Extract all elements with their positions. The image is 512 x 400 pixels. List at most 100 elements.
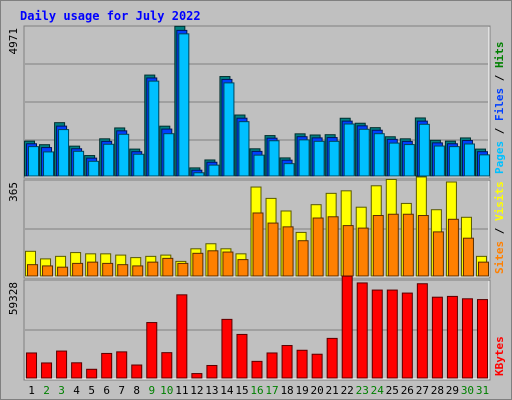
bar-pages-day-12 bbox=[193, 172, 205, 177]
bar-sites-day-14 bbox=[222, 251, 234, 277]
legend-entry: Files bbox=[493, 88, 506, 121]
bar-pages-day-24 bbox=[373, 133, 385, 177]
bar-kbytes-day-1 bbox=[26, 352, 38, 379]
bar-kbytes-day-7 bbox=[116, 351, 128, 379]
bar-pages-day-5 bbox=[88, 160, 100, 177]
bar-kbytes-day-13 bbox=[206, 364, 218, 379]
bar-sites-day-31 bbox=[477, 261, 489, 277]
bar-kbytes-day-25 bbox=[386, 289, 398, 379]
bar-pages-day-30 bbox=[463, 143, 475, 177]
bar-sites-day-6 bbox=[102, 262, 114, 277]
bar-pages-day-17 bbox=[268, 140, 280, 177]
day-label-22: 22 bbox=[341, 384, 354, 397]
bar-sites-day-19 bbox=[297, 240, 309, 277]
day-label-25: 25 bbox=[386, 384, 399, 397]
bar-pages-day-2 bbox=[43, 151, 55, 177]
chart-panels: 4971 Pages / Files / Hits 365 Sites / Visit… bbox=[7, 25, 506, 381]
bar-kbytes-day-8 bbox=[131, 364, 143, 379]
panel-max-label: 365 bbox=[7, 182, 20, 202]
bar-pages-day-26 bbox=[403, 144, 415, 177]
bar-kbytes-day-26 bbox=[401, 292, 413, 379]
bar-kbytes-day-4 bbox=[71, 362, 83, 379]
bar-pages-day-14 bbox=[223, 82, 235, 177]
bar-kbytes-day-24 bbox=[371, 289, 383, 379]
day-label-28: 28 bbox=[431, 384, 444, 397]
day-label-5: 5 bbox=[88, 384, 95, 397]
day-label-1: 1 bbox=[28, 384, 35, 397]
bar-sites-day-17 bbox=[267, 222, 279, 277]
bar-kbytes-day-21 bbox=[326, 337, 338, 379]
bar-pages-day-9 bbox=[148, 80, 160, 177]
bar-pages-day-31 bbox=[478, 154, 490, 177]
bar-sites-day-23 bbox=[357, 227, 369, 277]
day-label-7: 7 bbox=[118, 384, 125, 397]
bar-sites-day-24 bbox=[372, 215, 384, 277]
bar-kbytes-day-27 bbox=[416, 283, 428, 379]
bar-sites-day-28 bbox=[432, 231, 444, 277]
bar-kbytes-day-5 bbox=[86, 368, 98, 379]
bar-pages-day-15 bbox=[238, 121, 250, 177]
bar-sites-day-20 bbox=[312, 217, 324, 277]
panel-kbytes: 59328 KBytes bbox=[7, 275, 506, 381]
day-label-26: 26 bbox=[401, 384, 414, 397]
bar-kbytes-day-18 bbox=[281, 345, 293, 379]
panel-legend: Sites / Visits bbox=[493, 181, 506, 274]
day-label-10: 10 bbox=[160, 384, 173, 397]
bar-pages-day-11 bbox=[178, 33, 190, 177]
bar-pages-day-20 bbox=[313, 140, 325, 177]
bar-pages-day-6 bbox=[103, 143, 115, 177]
day-label-24: 24 bbox=[371, 384, 385, 397]
bar-pages-day-18 bbox=[283, 163, 295, 177]
bar-kbytes-day-23 bbox=[356, 282, 368, 379]
bar-sites-day-25 bbox=[387, 213, 399, 277]
bar-pages-day-10 bbox=[163, 133, 175, 177]
day-label-4: 4 bbox=[73, 384, 80, 397]
panel-hits-files-pages: 4971 Pages / Files / Hits bbox=[7, 25, 506, 179]
panel-visits-sites: 365 Sites / Visits bbox=[7, 176, 506, 279]
bar-sites-day-16 bbox=[252, 212, 264, 277]
bar-sites-day-3 bbox=[57, 266, 69, 277]
day-label-19: 19 bbox=[295, 384, 308, 397]
bar-kbytes-day-14 bbox=[221, 318, 233, 379]
bar-pages-day-7 bbox=[118, 133, 130, 177]
panel-legend: KBytes bbox=[493, 336, 506, 376]
bar-sites-day-9 bbox=[147, 261, 159, 277]
legend-entry: Sites bbox=[493, 241, 506, 274]
day-label-14: 14 bbox=[220, 384, 234, 397]
legend-entry: Hits bbox=[493, 42, 506, 69]
bar-kbytes-day-6 bbox=[101, 352, 113, 379]
day-label-23: 23 bbox=[356, 384, 369, 397]
bar-pages-day-3 bbox=[58, 129, 70, 177]
bar-pages-day-25 bbox=[388, 142, 400, 177]
bar-pages-day-19 bbox=[298, 139, 310, 177]
bar-sites-day-22 bbox=[342, 225, 354, 277]
legend-entry: / bbox=[493, 68, 506, 88]
bar-sites-day-18 bbox=[282, 226, 294, 277]
bar-sites-day-21 bbox=[327, 216, 339, 277]
day-label-27: 27 bbox=[416, 384, 429, 397]
bar-sites-day-27 bbox=[417, 215, 429, 277]
bar-kbytes-day-30 bbox=[461, 298, 473, 379]
bar-kbytes-day-10 bbox=[161, 352, 173, 379]
bar-pages-day-29 bbox=[448, 146, 460, 177]
day-label-13: 13 bbox=[205, 384, 218, 397]
bar-sites-day-4 bbox=[72, 262, 84, 277]
day-label-29: 29 bbox=[446, 384, 459, 397]
bar-pages-day-22 bbox=[343, 123, 355, 177]
day-label-6: 6 bbox=[103, 384, 110, 397]
bar-sites-day-30 bbox=[462, 237, 474, 277]
bar-kbytes-day-15 bbox=[236, 333, 248, 379]
bar-pages-day-27 bbox=[418, 123, 430, 177]
bar-kbytes-day-12 bbox=[191, 373, 203, 379]
day-label-9: 9 bbox=[148, 384, 155, 397]
day-label-18: 18 bbox=[280, 384, 293, 397]
bar-sites-day-7 bbox=[117, 264, 129, 277]
bar-sites-day-10 bbox=[162, 257, 174, 277]
bar-kbytes-day-2 bbox=[41, 362, 53, 379]
day-axis-labels: 1 2 3 4 5 6 7 8 9 10 11 12 13 14 15 16 17 18 19 20 21 22 23 24 2… bbox=[28, 384, 489, 397]
legend-entry: / bbox=[493, 221, 506, 241]
bar-sites-day-1 bbox=[27, 264, 39, 277]
bar-kbytes-day-16 bbox=[251, 360, 263, 379]
panel-max-label: 59328 bbox=[7, 282, 20, 315]
day-label-12: 12 bbox=[190, 384, 203, 397]
